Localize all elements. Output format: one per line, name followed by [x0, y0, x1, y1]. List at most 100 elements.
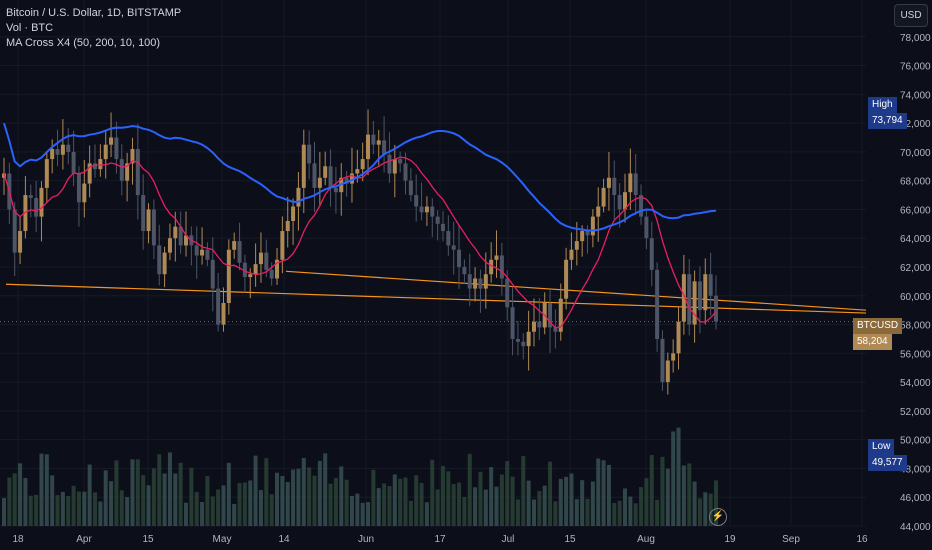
- volume-bar: [382, 483, 387, 526]
- y-tick-label: 78,000: [900, 33, 931, 44]
- x-tick-label: 15: [564, 534, 576, 545]
- flash-icon[interactable]: ⚡: [709, 508, 727, 526]
- volume-bar: [60, 491, 65, 526]
- ma-cross-indicator-label[interactable]: MA Cross X4 (50, 200, 10, 100): [6, 37, 161, 49]
- volume-bar: [569, 473, 574, 526]
- candle-body: [569, 249, 574, 260]
- candle-body: [403, 163, 408, 181]
- candle-body: [676, 321, 681, 354]
- volume-bar: [280, 475, 285, 526]
- candle-body: [87, 163, 92, 184]
- symbol-title[interactable]: Bitcoin / U.S. Dollar, 1D, BITSTAMP: [6, 7, 182, 19]
- candle-body: [253, 264, 258, 275]
- volume-bar: [178, 462, 183, 526]
- volume-bar: [28, 495, 33, 526]
- volume-bar: [167, 452, 172, 526]
- volume-bar: [135, 459, 140, 526]
- candle-body: [467, 274, 472, 289]
- volume-bar: [355, 493, 360, 526]
- low-price-tag: Low49,577: [868, 439, 932, 471]
- candle-body: [157, 245, 162, 275]
- volume-bar: [580, 480, 585, 526]
- y-tick-label: 72,000: [900, 119, 931, 130]
- candle-body: [580, 231, 585, 242]
- y-tick-label: 58,000: [900, 321, 931, 332]
- candle-body: [285, 220, 290, 232]
- candle-body: [301, 144, 306, 188]
- volume-bar: [435, 489, 440, 526]
- y-tick-label: 48,000: [900, 464, 931, 475]
- volume-indicator-label[interactable]: Vol · BTC: [6, 22, 54, 34]
- candle-body: [574, 241, 579, 250]
- x-tick-label: Sep: [782, 534, 800, 545]
- y-tick-label: 62,000: [900, 263, 931, 274]
- volume-bar: [55, 495, 60, 526]
- volume-bar: [349, 495, 354, 526]
- candle-body: [221, 302, 226, 325]
- candle-body: [564, 259, 569, 299]
- volume-bar: [226, 462, 231, 526]
- candle-body: [210, 259, 215, 289]
- candle-body: [494, 255, 499, 260]
- volume-bar: [360, 502, 365, 526]
- volume-bar: [457, 482, 462, 526]
- candle-body: [44, 159, 49, 188]
- candle-body: [451, 245, 456, 250]
- volume-bar: [237, 483, 242, 526]
- volume-bar: [521, 456, 526, 526]
- candle-body: [510, 307, 515, 339]
- x-tick-label: 15: [142, 534, 154, 545]
- x-tick-label: 17: [434, 534, 446, 545]
- candle-body: [55, 149, 60, 155]
- volume-bar: [151, 468, 156, 526]
- volume-bar: [494, 486, 499, 526]
- candle-body: [269, 269, 274, 279]
- volume-bar: [376, 488, 381, 526]
- volume-bar: [296, 468, 301, 526]
- volume-bar: [639, 487, 644, 526]
- time-axis[interactable]: 18 Apr 15 May 14 Jun 17 Jul 15 Aug 19 Sep 16: [12, 534, 868, 545]
- trendlines[interactable]: [0, 270, 867, 323]
- candle-body: [237, 241, 242, 263]
- currency-button[interactable]: USD: [894, 4, 928, 27]
- candle-body: [585, 231, 590, 236]
- candle-body: [414, 195, 419, 207]
- volume-bar: [114, 460, 119, 526]
- candle-body: [291, 206, 296, 221]
- candle-body: [606, 177, 611, 188]
- volume-bar: [617, 500, 622, 526]
- candle-body: [173, 226, 178, 239]
- candle-body: [628, 173, 633, 193]
- volume-bar: [446, 471, 451, 526]
- candle-body: [483, 274, 488, 289]
- candle-body: [141, 195, 146, 232]
- y-tick-label: 70,000: [900, 148, 931, 159]
- candle-body: [398, 159, 403, 164]
- candle-body: [151, 209, 156, 246]
- price-axis[interactable]: 78,000 76,000 74,000 72,000 70,000 68,000 66,0…: [900, 33, 931, 533]
- candle-body: [435, 216, 440, 224]
- volume-bar: [307, 467, 312, 526]
- candle-body: [317, 177, 322, 188]
- candle-body: [392, 159, 397, 174]
- volume-bar: [414, 475, 419, 526]
- volume-bar: [392, 474, 397, 526]
- candle-body: [649, 238, 654, 270]
- candle-body: [109, 137, 114, 145]
- volume-bar: [510, 476, 515, 526]
- volume-bar: [703, 492, 708, 526]
- x-tick-label: 14: [278, 534, 290, 545]
- candle-body: [355, 169, 360, 174]
- candle-body: [430, 206, 435, 217]
- y-tick-label: 64,000: [900, 234, 931, 245]
- candle-body: [515, 338, 520, 342]
- candle-body: [633, 173, 638, 196]
- volume-bar: [119, 490, 124, 526]
- symbol-label: BTCUSD: [853, 318, 903, 334]
- candle-body: [489, 259, 494, 275]
- candle-body: [639, 195, 644, 217]
- candle-body: [34, 197, 39, 217]
- volume-bar: [76, 491, 81, 526]
- y-tick-label: 68,000: [900, 177, 931, 188]
